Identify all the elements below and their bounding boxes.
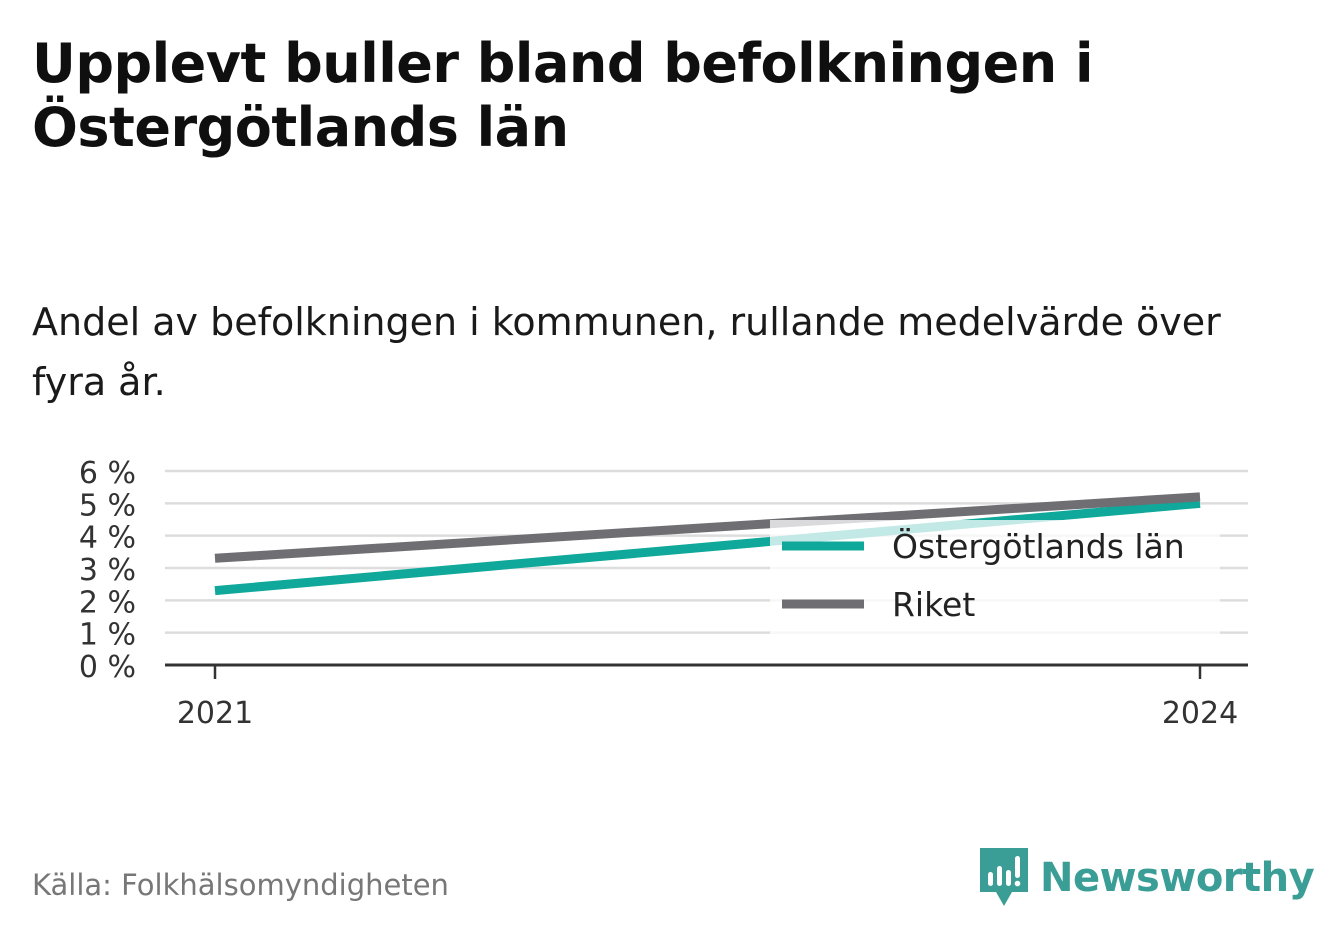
line-chart: 0 %1 %2 %3 %4 %5 %6 % Östergötlands län R… <box>79 456 1248 731</box>
legend-label: Östergötlands län <box>892 526 1185 566</box>
y-tick-label: 2 % <box>79 585 136 620</box>
series-lines <box>214 492 1201 596</box>
legend-background <box>770 520 1220 640</box>
legend: Östergötlands län Riket <box>770 520 1220 640</box>
series-line-0 <box>214 498 1201 596</box>
y-tick-label: 3 % <box>79 553 136 588</box>
y-tick-label: 5 % <box>79 488 136 523</box>
legend-label: Riket <box>892 585 975 624</box>
newsworthy-logo-icon <box>980 848 1028 906</box>
x-tick-label: 2021 <box>177 696 253 731</box>
brand-name: Newsworthy <box>1040 855 1315 901</box>
y-tick-label: 4 % <box>79 521 136 556</box>
brand-logo: Newsworthy <box>980 848 1315 908</box>
y-tick-label: 0 % <box>79 650 136 685</box>
chart-title: Upplevt buller bland befolkningen i Öste… <box>32 32 1094 159</box>
x-axis: 2021 2024 <box>165 663 1248 731</box>
series-line-1 <box>214 492 1201 563</box>
y-tick-label: 6 % <box>79 456 136 491</box>
y-axis-ticks: 0 %1 %2 %3 %4 %5 %6 % <box>79 456 136 685</box>
y-tick-label: 1 % <box>79 618 136 653</box>
source-note: Källa: Folkhälsomyndigheten <box>32 868 449 902</box>
chart-subtitle: Andel av befolkningen i kommunen, rullan… <box>32 300 1221 404</box>
x-tick-label: 2024 <box>1162 696 1238 731</box>
